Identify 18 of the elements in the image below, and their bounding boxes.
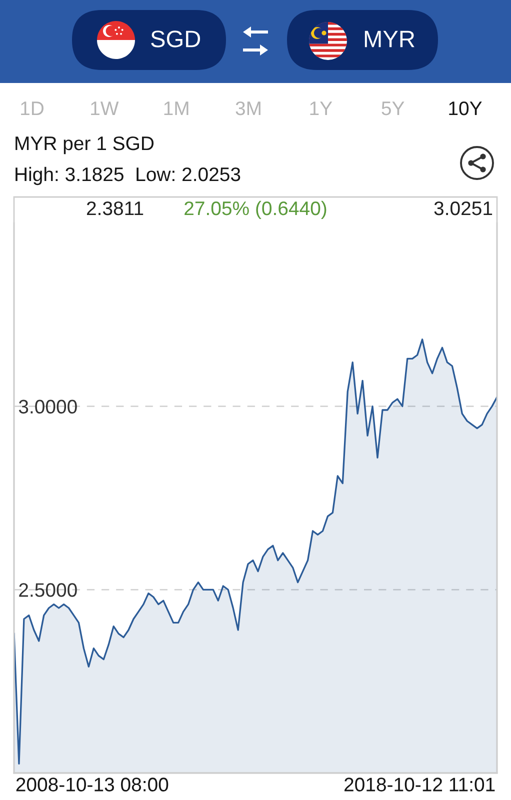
text: 1D [21,102,44,116]
text: 2018-10-12 11:01 [344,778,495,792]
text: SGD [151,30,200,48]
text: 2.3811 [86,201,144,216]
text: 2008-10-13 08:00 [16,778,168,792]
chart-title: MYR per 1 SGD [16,136,154,154]
text: 3.0251 [434,201,492,216]
chart-subtitle: High: 3.1825 Low: 2.0253 [16,166,240,186]
text: 1Y [310,102,332,116]
y-tick-label: 3.0000 [18,400,77,414]
text: 1W [91,102,119,116]
text: MYR [364,30,414,48]
y-tick-label: 2.5000 [19,583,77,597]
text: 3M [236,101,260,116]
text: 10Y [449,101,482,116]
text: 5Y [382,102,404,116]
text: 27.05% (0.6440) [184,200,326,220]
text: 1M [164,102,188,116]
